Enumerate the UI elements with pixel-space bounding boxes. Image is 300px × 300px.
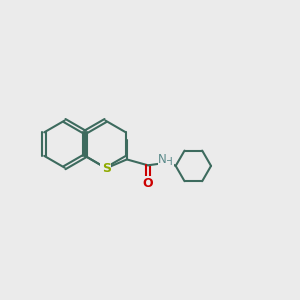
Text: N: N	[158, 153, 167, 166]
Text: H: H	[165, 158, 173, 167]
Text: S: S	[102, 162, 111, 175]
Text: N: N	[100, 161, 111, 174]
Text: O: O	[143, 177, 153, 190]
